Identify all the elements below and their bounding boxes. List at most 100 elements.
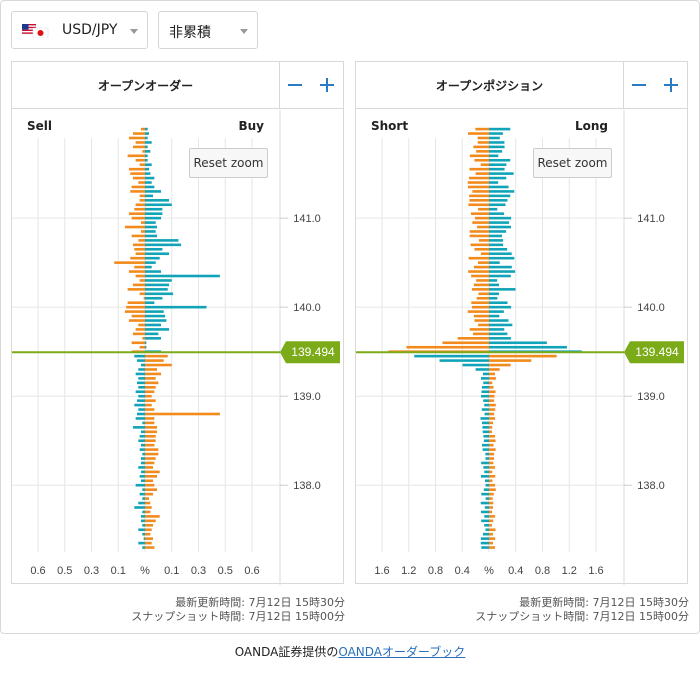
long-bar bbox=[489, 132, 503, 135]
sell-bar bbox=[142, 532, 145, 536]
cumulative-mode-select[interactable]: 非累積 bbox=[158, 11, 258, 49]
snapshot-time: スナップショット時間: 7月12日 15時00分 bbox=[475, 610, 689, 623]
y-tick-label: 138.0 bbox=[637, 480, 665, 492]
short-bar bbox=[477, 225, 489, 229]
short-bar bbox=[482, 448, 489, 451]
short-bar bbox=[480, 252, 489, 256]
buy-bar bbox=[145, 328, 170, 331]
short-bar bbox=[477, 261, 489, 264]
short-bar bbox=[483, 399, 489, 402]
reset-zoom-button[interactable]: Reset zoom bbox=[533, 148, 612, 178]
long-bar bbox=[489, 207, 498, 211]
sell-bar bbox=[138, 439, 145, 443]
updated-time: 最新更新時間: 7月12日 15時30分 bbox=[519, 596, 689, 609]
x-tick-label: 0.4 bbox=[455, 565, 470, 577]
long-bar bbox=[489, 256, 515, 260]
sell-bar bbox=[139, 492, 145, 496]
sell-bar bbox=[128, 270, 145, 273]
sell-bar bbox=[132, 145, 145, 149]
long-bar bbox=[489, 501, 494, 505]
short-bar bbox=[471, 288, 489, 291]
long-bar bbox=[489, 528, 496, 532]
long-bar bbox=[489, 443, 494, 447]
sell-bar bbox=[140, 470, 145, 474]
short-bar bbox=[483, 466, 489, 469]
buy-bar bbox=[145, 190, 162, 193]
long-bar bbox=[489, 154, 499, 158]
short-bar bbox=[472, 221, 489, 224]
x-tick-label: 0.8 bbox=[428, 565, 443, 577]
buy-bar bbox=[145, 506, 152, 509]
long-bar bbox=[489, 288, 516, 291]
buy-bar bbox=[145, 385, 156, 389]
buy-bar bbox=[145, 247, 163, 251]
long-bar bbox=[489, 354, 557, 358]
zoom-out-button[interactable] bbox=[623, 62, 655, 108]
buy-bar bbox=[145, 323, 162, 327]
short-bar bbox=[469, 167, 489, 171]
short-bar bbox=[482, 430, 489, 434]
long-bar bbox=[489, 172, 514, 175]
sell-bar bbox=[140, 230, 145, 233]
short-bar bbox=[471, 305, 489, 309]
short-bar bbox=[475, 368, 489, 371]
reset-zoom-button[interactable]: Reset zoom bbox=[189, 148, 268, 178]
buy-bar bbox=[145, 466, 154, 469]
buy-bar bbox=[145, 497, 150, 500]
short-bar bbox=[474, 247, 489, 251]
sell-bar bbox=[139, 475, 145, 478]
short-bar bbox=[482, 372, 489, 376]
long-bar bbox=[489, 319, 509, 322]
sell-bar bbox=[140, 479, 145, 483]
long-bar bbox=[489, 341, 547, 345]
short-bar bbox=[473, 145, 489, 149]
sell-bar bbox=[138, 377, 145, 380]
sell-bar bbox=[131, 234, 145, 238]
x-tick-label: 1.6 bbox=[374, 565, 389, 577]
panel-title: オープンオーダー bbox=[12, 62, 280, 109]
zoom-out-button[interactable] bbox=[279, 62, 311, 108]
sell-bar bbox=[131, 216, 145, 220]
short-bar bbox=[476, 296, 489, 300]
long-bar bbox=[489, 181, 499, 184]
short-bar bbox=[475, 127, 489, 131]
x-tick-label: 0.3 bbox=[191, 565, 206, 577]
x-tick-label: 0.3 bbox=[84, 565, 99, 577]
sell-bar bbox=[138, 466, 145, 469]
sell-bar bbox=[138, 323, 145, 327]
long-bar bbox=[489, 270, 516, 273]
zoom-in-button[interactable] bbox=[655, 62, 687, 108]
long-bar bbox=[489, 466, 495, 469]
buy-bar bbox=[145, 176, 155, 180]
long-bar bbox=[489, 461, 494, 465]
buy-bar bbox=[145, 127, 148, 131]
buy-bar bbox=[145, 399, 156, 402]
buy-bar bbox=[145, 216, 162, 220]
buy-bar bbox=[145, 341, 147, 345]
short-bar bbox=[470, 212, 489, 215]
current-price-label: 139.494 bbox=[635, 345, 679, 359]
buy-bar bbox=[145, 408, 155, 411]
zoom-in-button[interactable] bbox=[311, 62, 343, 108]
long-bar bbox=[489, 292, 500, 296]
orderbook-link[interactable]: OANDAオーダーブック bbox=[338, 645, 466, 659]
sell-bar bbox=[139, 279, 145, 282]
buy-bar bbox=[145, 332, 159, 336]
buy-bar bbox=[145, 296, 163, 300]
currency-pair-select[interactable]: USD/JPY bbox=[11, 11, 148, 49]
sell-bar bbox=[143, 537, 145, 540]
x-tick-label: % bbox=[140, 565, 150, 577]
buy-bar bbox=[145, 510, 151, 514]
buy-bar bbox=[145, 274, 220, 278]
buy-bar bbox=[145, 314, 166, 318]
buy-bar bbox=[145, 394, 152, 398]
short-bar bbox=[481, 408, 489, 411]
buy-bar bbox=[145, 225, 158, 229]
buy-bar bbox=[145, 172, 151, 175]
buy-bar bbox=[145, 154, 148, 158]
long-bar bbox=[489, 385, 494, 389]
buy-bar bbox=[145, 310, 164, 313]
sell-bar bbox=[135, 252, 145, 256]
short-bar bbox=[480, 417, 489, 420]
zoom-buttons bbox=[623, 62, 687, 109]
